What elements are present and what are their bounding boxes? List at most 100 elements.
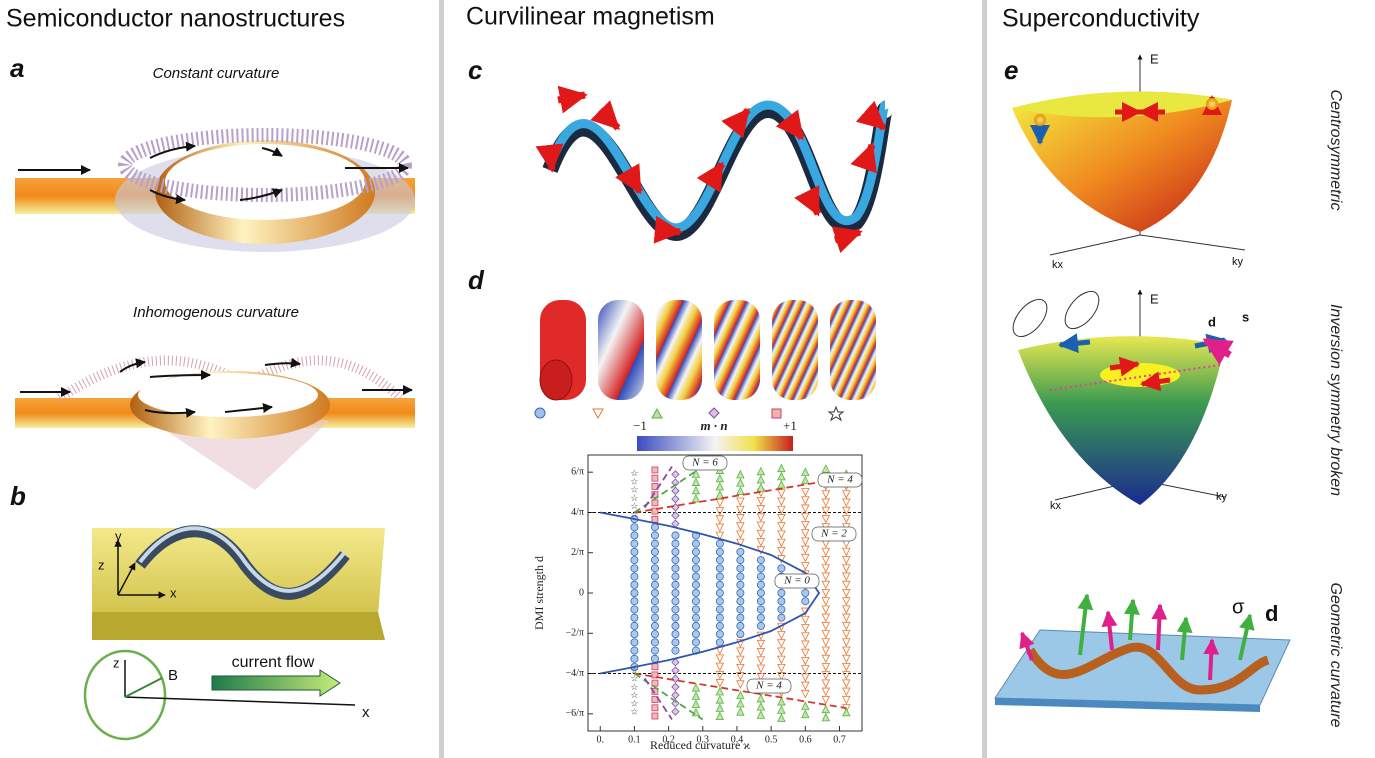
marker	[631, 524, 638, 531]
axis-label: x	[362, 704, 370, 721]
marker	[631, 622, 638, 629]
curved-wire	[995, 595, 1290, 712]
marker	[737, 606, 744, 613]
colorbar-label: +1	[783, 418, 797, 433]
ring-constant	[15, 135, 415, 252]
marker	[631, 532, 638, 539]
marker	[651, 540, 658, 547]
annotation: N = 4	[826, 474, 853, 486]
y-tick-label: −4/π	[566, 668, 584, 679]
marker	[652, 467, 658, 473]
marker	[651, 647, 658, 654]
y-axis-label: DMI strength d	[532, 556, 546, 630]
marker	[692, 622, 699, 629]
y-tick-label: −2/π	[566, 628, 584, 639]
marker	[672, 581, 679, 588]
marker	[757, 606, 764, 613]
marker	[802, 598, 809, 605]
marker	[737, 573, 744, 580]
marker	[651, 655, 658, 662]
x-tick-label: 0.6	[799, 734, 812, 745]
axis-label: E	[1150, 51, 1159, 66]
marker	[672, 614, 679, 621]
vector-label: d	[1208, 314, 1216, 329]
marker	[716, 606, 723, 613]
marker	[692, 631, 699, 638]
marker	[716, 573, 723, 580]
marker	[631, 639, 638, 646]
marker	[672, 557, 679, 564]
marker	[802, 589, 809, 596]
marker	[672, 540, 679, 547]
marker	[631, 581, 638, 588]
marker-column	[737, 548, 744, 637]
axis-label: x	[170, 585, 177, 600]
marker	[716, 581, 723, 588]
y-tick-label: 0	[579, 587, 584, 598]
marker	[652, 475, 658, 481]
marker	[778, 565, 785, 572]
marker	[778, 598, 785, 605]
marker	[778, 589, 785, 596]
marker	[631, 647, 638, 654]
y-tick-label: 4/π	[571, 507, 584, 518]
marker	[672, 598, 679, 605]
marker	[737, 631, 744, 638]
annotation: N = 2	[820, 528, 847, 540]
marker	[651, 614, 658, 621]
x-tick-label: 0.	[597, 734, 605, 745]
panel-label: e	[1004, 55, 1018, 85]
marker	[692, 639, 699, 646]
marker	[652, 664, 658, 670]
vector-label: σ	[1232, 596, 1245, 618]
axis-label: ky	[1216, 491, 1228, 503]
body: Semiconductor nanostructures Curvilinear…	[0, 0, 1375, 758]
marker: ☆	[630, 468, 638, 478]
colorbar-label: −1	[633, 418, 647, 433]
marker	[737, 581, 744, 588]
y-tick-label: 6/π	[571, 466, 584, 477]
marker-column	[757, 557, 764, 630]
phase-diagram: 0.0.10.20.30.40.50.60.7−6/π−4/π−2/π02/π4…	[566, 455, 862, 745]
marker	[672, 622, 679, 629]
marker	[651, 631, 658, 638]
marker	[631, 548, 638, 555]
y-tick-label: 2/π	[571, 547, 584, 558]
marker	[672, 548, 679, 555]
marker	[716, 598, 723, 605]
marker-column	[692, 532, 699, 654]
arrow-label: current flow	[232, 654, 315, 671]
marker-column	[672, 532, 679, 654]
annotation: N = 0	[783, 575, 810, 587]
column-title: Semiconductor nanostructures	[6, 5, 345, 33]
marker	[652, 705, 658, 711]
marker	[631, 606, 638, 613]
marker	[672, 606, 679, 613]
marker	[672, 647, 679, 654]
axis-label: z	[113, 655, 120, 670]
axis-label: kx	[1052, 259, 1064, 271]
annotation: N = 6	[691, 457, 718, 469]
row-label: Centrosymmetric	[1327, 90, 1344, 211]
marker	[716, 557, 723, 564]
marker	[692, 540, 699, 547]
marker	[692, 557, 699, 564]
marker	[737, 622, 744, 629]
x-tick-label: 0.5	[765, 734, 778, 745]
marker	[651, 589, 658, 596]
axis-label: ky	[1232, 256, 1244, 268]
panel-label: d	[468, 265, 485, 295]
y-tick-label: −6/π	[566, 708, 584, 719]
marker	[692, 565, 699, 572]
wire-block	[92, 528, 385, 640]
marker	[778, 606, 785, 613]
marker	[651, 524, 658, 531]
marker-column	[651, 524, 658, 663]
marker	[778, 614, 785, 621]
annotation: N = 4	[755, 680, 782, 692]
marker	[737, 598, 744, 605]
marker	[716, 565, 723, 572]
panel-label: c	[468, 55, 483, 85]
bowl-broken	[1007, 285, 1230, 505]
marker	[757, 598, 764, 605]
